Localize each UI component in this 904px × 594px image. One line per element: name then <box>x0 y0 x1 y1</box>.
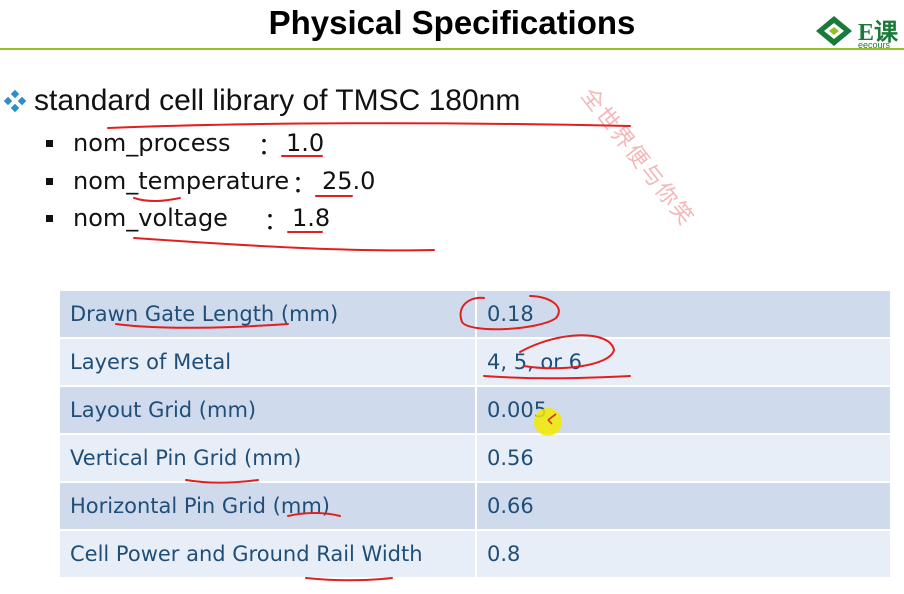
title-divider <box>0 48 904 50</box>
param-value: 1.8 <box>292 204 331 232</box>
diamond-bullet-icon <box>4 90 26 112</box>
param-value: 25.0 <box>322 167 376 195</box>
logo-text: E课 <box>858 20 899 46</box>
table-row: Vertical Pin Grid (mm) 0.56 <box>58 433 892 483</box>
spec-name: Drawn Gate Length (mm) <box>58 289 477 339</box>
spec-value: 0.56 <box>475 433 892 483</box>
param-label: nom_voltage <box>73 204 228 232</box>
annotation-underline <box>133 197 181 202</box>
spec-name: Vertical Pin Grid (mm) <box>58 433 477 483</box>
watermark: 全世界便与你笑 <box>575 83 699 232</box>
param-sep: ： <box>292 169 316 198</box>
param-value: 1.0 <box>286 129 325 157</box>
spec-value: 4, 5, or 6 <box>475 337 892 387</box>
param-item: nom_temperature ： 25.0 <box>46 166 375 198</box>
heading-text: standard cell library of TMSC 180nm <box>34 84 521 117</box>
table-row: Layers of Metal 4, 5, or 6 <box>58 337 892 387</box>
param-label: nom_process <box>73 129 231 157</box>
spec-name: Cell Power and Ground Rail Width <box>58 529 477 579</box>
spec-value: 0.005 <box>475 385 892 435</box>
table-row: Drawn Gate Length (mm) 0.18 <box>58 289 892 339</box>
spec-value: 0.18 <box>475 289 892 339</box>
spec-table: Drawn Gate Length (mm) 0.18 Layers of Me… <box>58 289 892 579</box>
brand-logo: E课 eecours <box>812 10 904 50</box>
param-item: nom_process ： 1.0 <box>46 128 324 160</box>
spec-name: Horizontal Pin Grid (mm) <box>58 481 477 531</box>
annotation-underline <box>133 237 435 252</box>
param-sep: ： <box>264 206 288 235</box>
heading-bullet: standard cell library of TMSC 180nm <box>4 83 520 119</box>
spec-value: 0.8 <box>475 529 892 579</box>
spec-name: Layout Grid (mm) <box>58 385 477 435</box>
square-bullet-icon <box>46 177 53 185</box>
spec-value: 0.66 <box>475 481 892 531</box>
slide-title: Physical Specifications <box>268 4 636 41</box>
param-label: nom_temperature <box>73 167 290 195</box>
table-row: Layout Grid (mm) 0.005 <box>58 385 892 435</box>
param-sep: ： <box>258 131 282 160</box>
square-bullet-icon <box>46 139 53 147</box>
diamond-leaf-icon <box>816 16 852 46</box>
square-bullet-icon <box>46 214 53 222</box>
logo-subtext: eecours <box>858 40 891 50</box>
spec-name: Layers of Metal <box>58 337 477 387</box>
table-row: Horizontal Pin Grid (mm) 0.66 <box>58 481 892 531</box>
param-item: nom_voltage ： 1.8 <box>46 203 330 235</box>
table-row: Cell Power and Ground Rail Width 0.8 <box>58 529 892 579</box>
